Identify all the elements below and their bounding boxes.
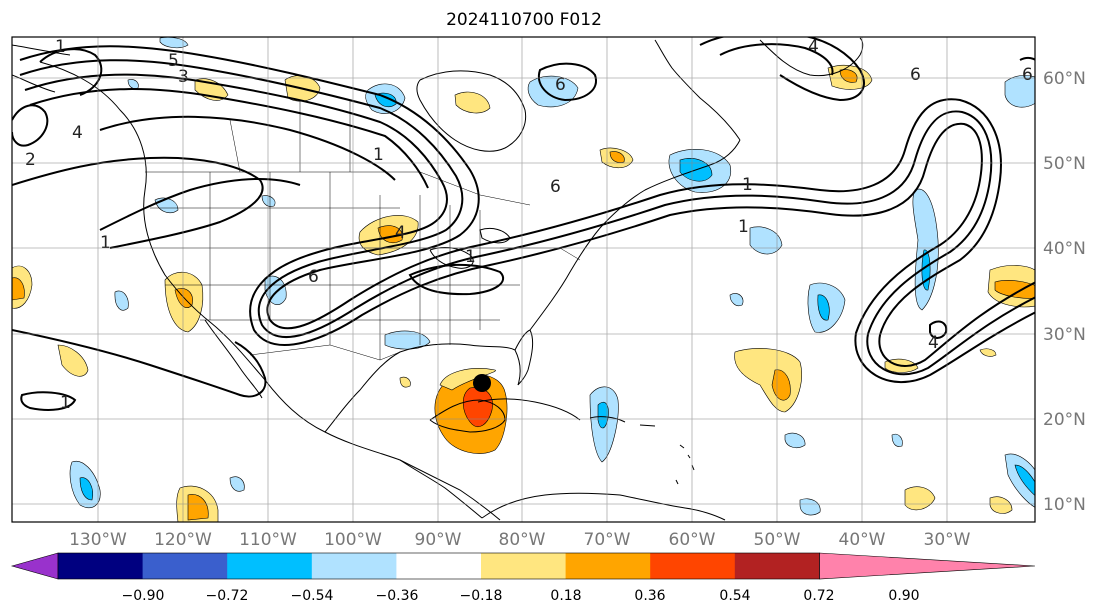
contour-label: 1 <box>738 217 749 237</box>
colorbar-tick-label: −0.36 <box>376 588 419 604</box>
contour-label: 1 <box>373 145 384 165</box>
contour-labels: 1 1 1 1 1 2 3 4 4 4 5 6 6 6 6 6 1 1 4 <box>25 37 1033 413</box>
contour-label: 6 <box>308 267 319 287</box>
lat-label: 20°N <box>1043 410 1086 430</box>
contour-label: 5 <box>168 51 179 71</box>
lon-label: 30°W <box>924 530 971 550</box>
contour-label: 6 <box>550 177 561 197</box>
colorbar-tick-label: −0.90 <box>122 588 165 604</box>
colorbar-segment <box>734 553 820 579</box>
lon-label: 80°W <box>499 530 546 550</box>
contour-label: 6 <box>910 65 921 85</box>
storm-center-marker <box>473 374 491 392</box>
lon-label: 50°W <box>754 530 801 550</box>
lon-label: 70°W <box>584 530 631 550</box>
anomaly-shading <box>12 37 1035 522</box>
colorbar-tick-label: 0.90 <box>888 588 919 604</box>
lat-label: 60°N <box>1043 69 1086 89</box>
colorbar-tick-label: 0.54 <box>719 588 750 604</box>
colorbar-segment <box>396 553 482 579</box>
colorbar-tick-label: −0.72 <box>206 588 249 604</box>
colorbar-border <box>57 552 820 580</box>
longitude-labels: 130°W 120°W 110°W 100°W 90°W 80°W 70°W 6… <box>69 530 971 550</box>
lat-label: 10°N <box>1043 495 1086 515</box>
lat-label: 30°N <box>1043 325 1086 345</box>
colorbar-tick-label: −0.54 <box>291 588 334 604</box>
lat-label: 50°N <box>1043 154 1086 174</box>
contour-label: 4 <box>72 123 83 143</box>
contour-label: 4 <box>808 37 819 57</box>
contour-label: 6 <box>555 75 566 95</box>
colorbar-segment <box>481 553 567 579</box>
contour-label: 4 <box>395 223 406 243</box>
colorbar-segment <box>227 553 313 579</box>
contour-label: 1 <box>60 393 71 413</box>
map-title: 2024110700 F012 <box>446 10 602 30</box>
contour-label: 6 <box>1022 65 1033 85</box>
colorbar-tick-label: 0.18 <box>550 588 581 604</box>
contour-label: 1 <box>100 233 111 253</box>
colorbar-segment <box>650 553 736 579</box>
colorbar-segment <box>565 553 651 579</box>
contour-label: 2 <box>25 150 36 170</box>
coastlines <box>12 37 864 521</box>
contour-label: 1 <box>55 37 66 57</box>
contour-label: 1 <box>465 247 476 267</box>
lon-label: 100°W <box>324 530 382 550</box>
lon-label: 130°W <box>69 530 127 550</box>
lon-label: 120°W <box>154 530 212 550</box>
contour-label: 1 <box>742 175 753 195</box>
latitude-labels: 60°N 50°N 40°N 30°N 20°N 10°N <box>1043 69 1086 515</box>
lon-label: 60°W <box>669 530 716 550</box>
colorbar-labels: −0.90 −0.72 −0.54 −0.36 −0.18 0.18 0.36 … <box>122 588 920 604</box>
colorbar-tick-label: −0.18 <box>460 588 503 604</box>
lon-label: 40°W <box>839 530 886 550</box>
map-frame <box>11 36 1036 523</box>
lon-label: 90°W <box>415 530 462 550</box>
colorbar-extend-low <box>10 552 59 580</box>
contour-label: 4 <box>928 333 939 353</box>
colorbar-segment <box>142 553 228 579</box>
contour-label: 3 <box>178 67 189 87</box>
lon-label: 110°W <box>239 530 297 550</box>
colorbar-segment <box>58 553 144 579</box>
lat-label: 40°N <box>1043 239 1086 259</box>
gridlines <box>12 37 1035 522</box>
colorbar <box>10 552 1036 580</box>
colorbar-tick-label: 0.36 <box>634 588 665 604</box>
colorbar-segment <box>311 553 397 579</box>
colorbar-tick-label: 0.72 <box>803 588 834 604</box>
colorbar-extend-high <box>819 552 1036 580</box>
